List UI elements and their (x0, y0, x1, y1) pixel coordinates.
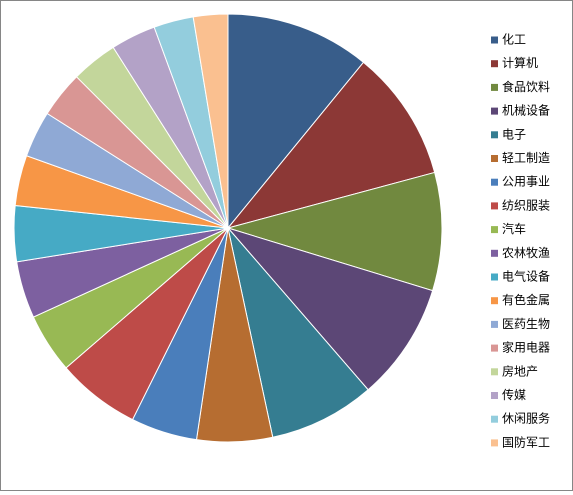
legend-label: 机械设备 (502, 103, 550, 118)
legend-swatch (491, 344, 498, 352)
legend-label: 化工 (502, 33, 526, 47)
legend-swatch (491, 131, 498, 139)
legend-label: 有色金属 (502, 292, 550, 307)
legend-label: 医药生物 (502, 317, 550, 331)
legend-swatch (491, 226, 498, 234)
legend-swatch (491, 415, 498, 423)
legend-swatch (491, 36, 498, 44)
legend-swatch (491, 83, 498, 91)
pie-slice (192, 13, 229, 229)
legend-swatch (491, 178, 498, 186)
legend-swatch (491, 439, 498, 447)
legend-swatch (491, 60, 498, 68)
legend-swatch (491, 297, 498, 305)
legend-label: 国防军工 (502, 434, 550, 449)
legend-label: 传媒 (502, 387, 526, 402)
legend-label: 休闲服务 (502, 411, 550, 426)
legend-swatch (491, 273, 498, 281)
legend-swatch (491, 107, 498, 115)
legend-swatch (491, 368, 498, 376)
pie-slice (226, 227, 434, 391)
legend-swatch (491, 249, 498, 257)
legend-swatch (491, 320, 498, 328)
legend-swatch (491, 202, 498, 210)
legend-label: 电气设备 (502, 269, 550, 284)
pie-slice (226, 61, 436, 229)
pie-slice (227, 13, 365, 230)
legend-label: 轻工制造 (502, 151, 550, 165)
legend-label: 电子 (502, 127, 526, 141)
legend-swatch (491, 155, 498, 162)
legend-label: 农林牧渔 (502, 246, 550, 260)
legend-label: 房地产 (502, 363, 538, 378)
legend-label: 汽车 (502, 221, 526, 236)
legend-label: 纺织服装 (502, 198, 550, 212)
legend-swatch (491, 392, 498, 399)
pie-slice (226, 171, 443, 292)
legend-label: 公用事业 (502, 175, 550, 189)
legend-label: 家用电器 (502, 340, 550, 355)
legend-label: 计算机 (502, 55, 538, 70)
pie-slice (227, 227, 369, 438)
legend-label: 食品饮料 (502, 79, 550, 94)
